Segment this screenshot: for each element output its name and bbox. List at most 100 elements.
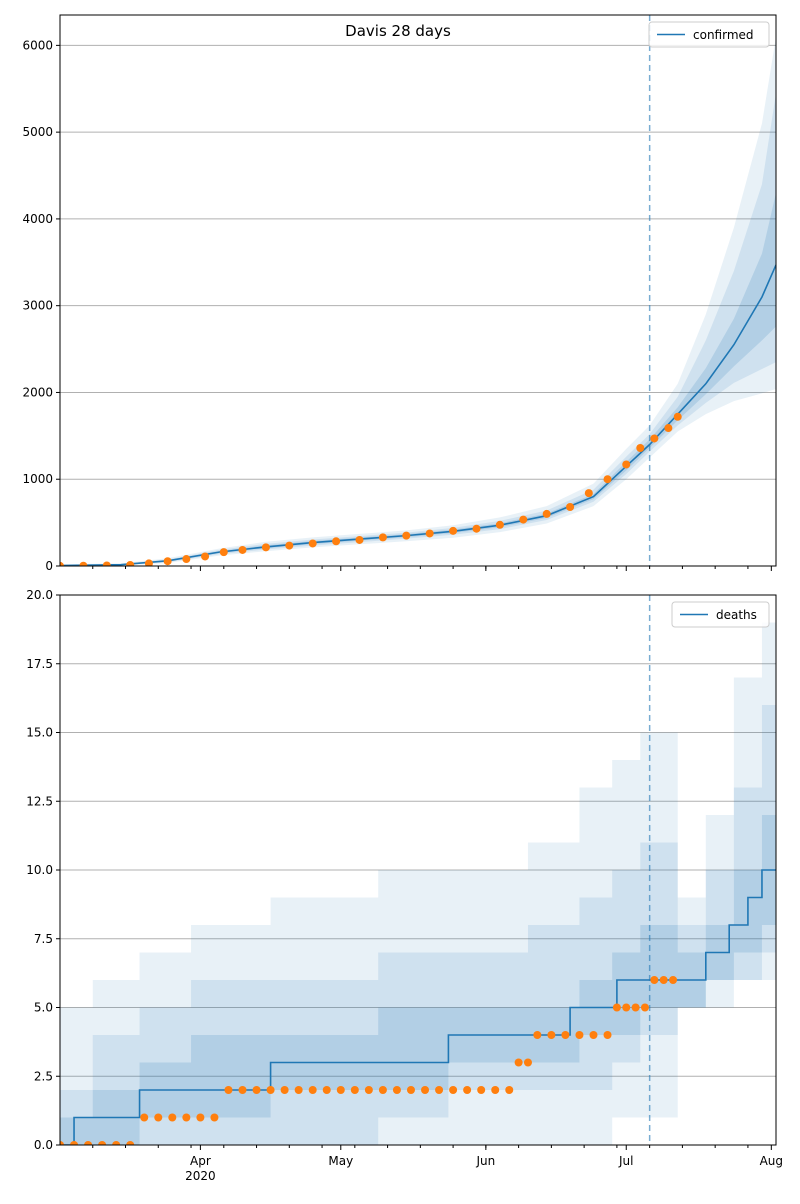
observed-point: [308, 1086, 317, 1094]
observed-point: [392, 1086, 401, 1094]
y-tick-label: 20.0: [26, 588, 53, 602]
y-tick-label: 12.5: [26, 794, 53, 808]
observed-point: [584, 489, 593, 498]
observed-point: [224, 1086, 233, 1094]
observed-point: [266, 1086, 275, 1094]
observed-point: [472, 524, 481, 533]
observed-point: [294, 1086, 303, 1094]
observed-point: [168, 1113, 177, 1122]
observed-point: [70, 1141, 79, 1145]
observed-point: [280, 1086, 289, 1094]
observed-point: [322, 1086, 331, 1094]
observed-point: [140, 1113, 149, 1122]
y-tick-label: 0.0: [34, 1138, 53, 1152]
x-tick-label: Jun: [475, 1154, 495, 1168]
chart-title: Davis 28 days: [345, 22, 451, 40]
observed-point: [495, 520, 504, 529]
observed-point: [378, 1086, 387, 1094]
legend: deaths: [671, 601, 770, 628]
observed-point: [406, 1086, 415, 1094]
observed-point: [547, 1031, 556, 1039]
y-tick-label: 3000: [22, 299, 53, 313]
observed-point: [308, 539, 317, 548]
observed-point: [144, 559, 153, 566]
observed-point: [163, 557, 172, 566]
axes-frame: [59, 14, 777, 567]
observed-point: [126, 560, 135, 566]
observed-point: [589, 1031, 598, 1039]
x-tick-label: May: [328, 1154, 353, 1168]
observed-point: [435, 1086, 444, 1094]
observed-point: [519, 515, 528, 524]
observed-point: [622, 1003, 631, 1012]
observed-point: [261, 543, 270, 552]
y-tick-label: 5.0: [34, 1001, 53, 1015]
observed-point: [285, 541, 294, 550]
observed-point: [336, 1086, 345, 1094]
observed-point: [364, 1086, 373, 1094]
y-tick-label: 6000: [22, 38, 53, 52]
observed-point: [84, 1141, 93, 1145]
observed-point: [102, 561, 111, 566]
legend-label: confirmed: [693, 28, 754, 42]
observed-point: [650, 976, 659, 984]
observed-point: [603, 475, 612, 484]
observed-point: [98, 1141, 107, 1145]
observed-point: [575, 1031, 584, 1039]
observed-point: [112, 1141, 121, 1145]
observed-point: [252, 1086, 261, 1094]
observed-point: [196, 1113, 205, 1122]
observed-point: [561, 1031, 570, 1039]
y-tick-label: 2.5: [34, 1069, 53, 1083]
observed-point: [79, 561, 88, 566]
observed-point: [378, 533, 387, 542]
y-tick-label: 10.0: [26, 863, 53, 877]
observed-point: [640, 1003, 649, 1012]
observed-point: [210, 1113, 219, 1122]
observed-point: [182, 555, 191, 564]
observed-point: [533, 1031, 542, 1039]
observed-point: [673, 412, 682, 421]
observed-point: [514, 1058, 523, 1067]
observed-point: [154, 1113, 163, 1122]
observed-point: [449, 526, 458, 535]
observed-point: [238, 1086, 247, 1094]
observed-point: [650, 434, 659, 443]
observed-point: [332, 537, 341, 546]
observed-point: [463, 1086, 472, 1094]
observed-point: [505, 1086, 514, 1094]
y-tick-label: 7.5: [34, 932, 53, 946]
observed-point: [631, 1003, 640, 1012]
observed-point: [612, 1003, 621, 1012]
y-tick-label: 1000: [22, 472, 53, 486]
x-tick-label: Aug: [760, 1154, 783, 1168]
y-tick-label: 15.0: [26, 726, 53, 740]
observed-point: [477, 1086, 486, 1094]
observed-point: [449, 1086, 458, 1094]
y-tick-label: 4000: [22, 212, 53, 226]
observed-point: [355, 535, 364, 544]
legend-label: deaths: [716, 608, 757, 622]
observed-point: [219, 548, 228, 557]
observed-point: [566, 502, 575, 511]
y-tick-label: 2000: [22, 385, 53, 399]
observed-point: [60, 1141, 64, 1145]
observed-point: [350, 1086, 359, 1094]
legend-box: [648, 21, 770, 48]
plot-area: [60, 36, 776, 566]
observed-point: [636, 443, 645, 452]
observed-point: [60, 561, 64, 566]
observed-point: [402, 531, 411, 540]
x-tick-label: Jul: [618, 1154, 633, 1168]
observed-point: [622, 460, 631, 469]
observed-point: [425, 529, 434, 538]
observed-point: [603, 1031, 612, 1039]
y-tick-label: 0: [45, 559, 53, 573]
observed-point: [523, 1058, 532, 1067]
legend-box: [671, 601, 770, 628]
x-tick-label: Apr: [190, 1154, 211, 1168]
observed-point: [421, 1086, 430, 1094]
observed-point: [126, 1141, 135, 1145]
